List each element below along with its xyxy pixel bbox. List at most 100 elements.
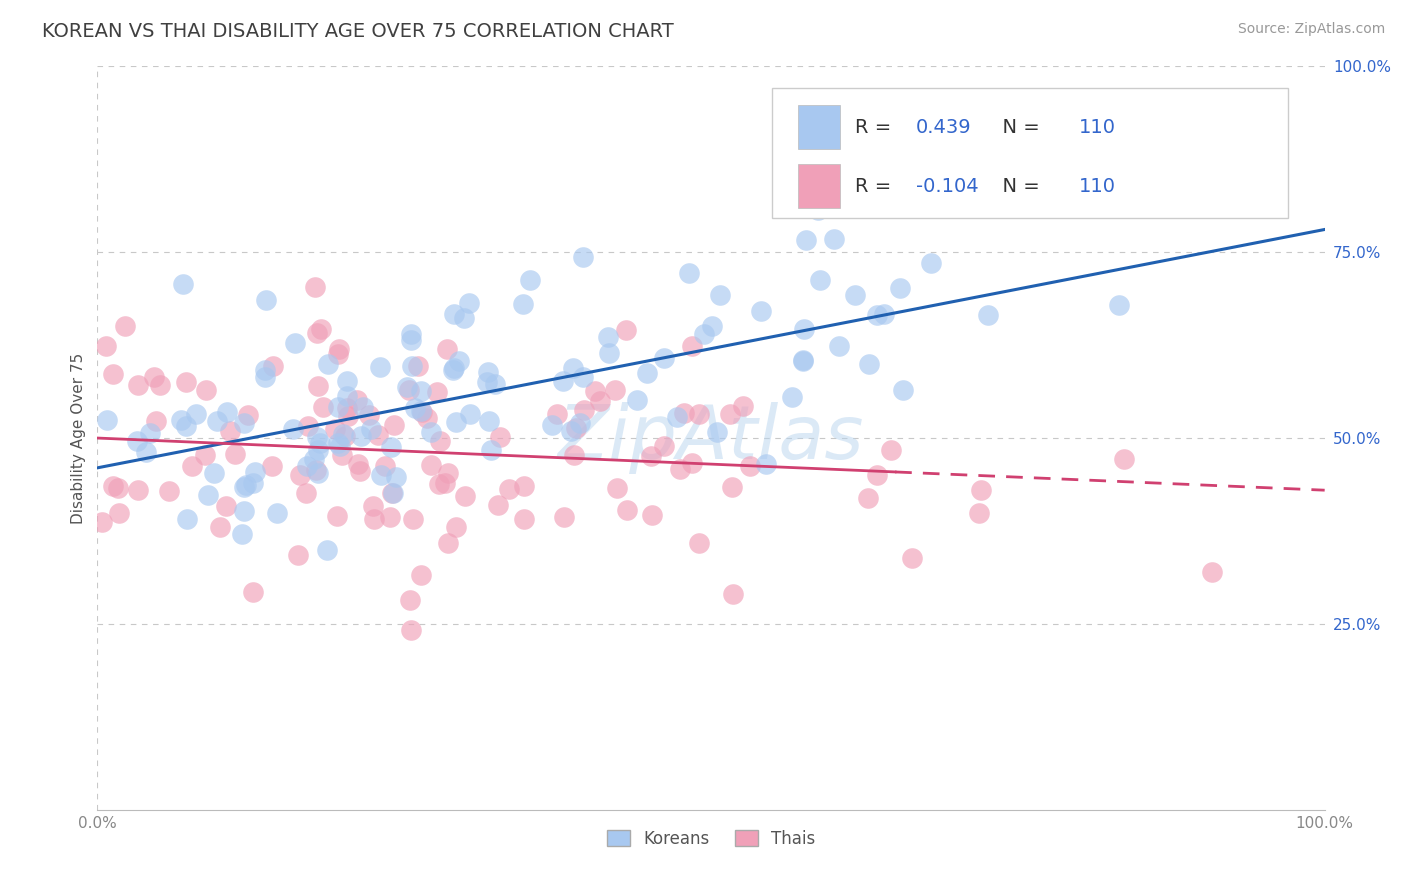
Point	[288, 467, 311, 482]
Point	[284, 335, 307, 350]
Point	[689, 407, 711, 421]
Point	[614, 322, 637, 336]
Point	[96, 338, 118, 352]
Point	[858, 357, 880, 371]
Point	[404, 401, 426, 415]
Point	[309, 322, 332, 336]
Point	[402, 512, 425, 526]
Point	[382, 486, 405, 500]
Point	[553, 510, 575, 524]
Point	[326, 347, 349, 361]
Point	[401, 359, 423, 374]
Point	[367, 427, 389, 442]
Point	[856, 491, 879, 506]
Point	[891, 383, 914, 397]
Point	[232, 416, 254, 430]
Point	[242, 476, 264, 491]
Point	[399, 327, 422, 342]
Point	[127, 434, 149, 448]
Point	[174, 419, 197, 434]
Text: -0.104: -0.104	[915, 177, 979, 195]
Point	[807, 203, 830, 218]
Point	[238, 408, 260, 422]
Point	[681, 457, 703, 471]
Point	[368, 359, 391, 374]
Point	[127, 483, 149, 497]
Point	[204, 466, 226, 480]
Point	[378, 509, 401, 524]
Point	[969, 506, 991, 520]
Point	[616, 502, 638, 516]
Text: 110: 110	[1080, 177, 1116, 195]
Point	[721, 480, 744, 494]
Point	[325, 509, 347, 524]
Point	[673, 406, 696, 420]
Point	[399, 333, 422, 347]
Point	[560, 424, 582, 438]
Point	[295, 485, 318, 500]
Point	[920, 256, 942, 270]
Point	[384, 469, 406, 483]
Point	[792, 352, 814, 367]
Point	[598, 346, 620, 360]
Point	[107, 481, 129, 495]
Point	[332, 426, 354, 441]
Point	[873, 307, 896, 321]
Legend: Koreans, Thais: Koreans, Thais	[600, 823, 823, 855]
Point	[295, 459, 318, 474]
Point	[139, 425, 162, 440]
Point	[793, 322, 815, 336]
Point	[307, 466, 329, 480]
Point	[828, 339, 851, 353]
Point	[370, 467, 392, 482]
Text: N =: N =	[990, 177, 1046, 195]
Point	[437, 466, 460, 480]
Point	[706, 425, 728, 440]
Point	[382, 417, 405, 432]
Point	[437, 535, 460, 549]
Point	[316, 542, 339, 557]
Point	[411, 404, 433, 418]
Point	[513, 479, 536, 493]
Point	[561, 361, 583, 376]
Point	[589, 394, 612, 409]
Point	[312, 400, 335, 414]
Point	[224, 447, 246, 461]
Point	[336, 401, 359, 415]
Point	[792, 354, 814, 368]
Point	[336, 374, 359, 388]
Point	[172, 277, 194, 291]
Point	[479, 443, 502, 458]
Text: 110: 110	[1080, 118, 1116, 137]
Point	[420, 458, 443, 472]
Point	[512, 512, 534, 526]
Point	[738, 459, 761, 474]
Point	[262, 359, 284, 374]
Point	[145, 414, 167, 428]
Point	[406, 359, 429, 373]
Point	[337, 409, 360, 423]
Point	[749, 303, 772, 318]
Point	[443, 307, 465, 321]
Text: ZipAtlas: ZipAtlas	[558, 402, 865, 474]
Point	[478, 414, 501, 428]
Point	[381, 486, 404, 500]
Point	[755, 457, 778, 471]
Text: R =: R =	[855, 118, 897, 137]
Point	[101, 367, 124, 381]
Point	[551, 374, 574, 388]
Point	[363, 511, 385, 525]
Point	[399, 592, 422, 607]
Point	[243, 466, 266, 480]
Point	[349, 464, 371, 478]
Point	[823, 232, 845, 246]
Point	[458, 295, 481, 310]
Point	[572, 403, 595, 417]
FancyBboxPatch shape	[799, 105, 839, 149]
Point	[176, 512, 198, 526]
Point	[184, 408, 207, 422]
Point	[449, 353, 471, 368]
Point	[329, 439, 352, 453]
Point	[678, 266, 700, 280]
Point	[718, 407, 741, 421]
